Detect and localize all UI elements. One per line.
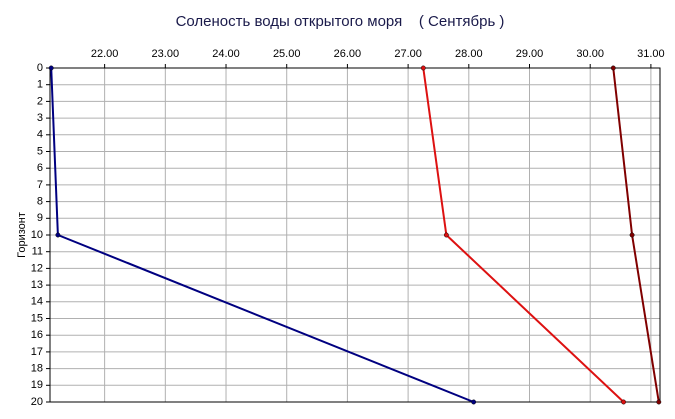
y-tick-label: 14 <box>31 296 43 308</box>
y-tick-label: 12 <box>31 262 43 274</box>
y-tick-label: 4 <box>37 129 43 141</box>
data-point <box>621 399 627 405</box>
y-tick-label: 19 <box>31 379 43 391</box>
y-tick-label: 16 <box>31 329 43 341</box>
x-tick-label: 30.00 <box>576 48 604 60</box>
y-tick-label: 6 <box>37 162 43 174</box>
data-point <box>443 232 449 238</box>
y-tick-label: 10 <box>31 229 43 241</box>
chart-title: Соленость воды открытого моря ( Сентябрь… <box>176 13 505 30</box>
y-tick-label: 1 <box>37 79 43 91</box>
x-tick-label: 26.00 <box>334 48 362 60</box>
x-tick-label: 31.00 <box>637 48 665 60</box>
y-tick-label: 11 <box>32 246 43 258</box>
y-tick-label: 0 <box>37 62 43 74</box>
x-tick-label: 29.00 <box>516 48 544 60</box>
y-tick-label: 8 <box>37 196 43 208</box>
data-point <box>471 399 477 405</box>
y-tick-label: 2 <box>37 95 43 107</box>
x-tick-label: 23.00 <box>152 48 180 60</box>
y-tick-label: 18 <box>31 363 43 375</box>
y-tick-label: 7 <box>37 179 43 191</box>
y-tick-label: 13 <box>31 279 43 291</box>
data-point <box>48 65 54 71</box>
y-tick-label: 9 <box>37 212 43 224</box>
data-point <box>420 65 426 71</box>
plot-border <box>49 67 661 403</box>
y-tick-label: 3 <box>37 112 43 124</box>
data-point <box>629 232 635 238</box>
x-tick-label: 27.00 <box>394 48 422 60</box>
x-tick-label: 25.00 <box>273 48 301 60</box>
y-tick-label: 15 <box>31 312 43 324</box>
y-tick-label: 5 <box>37 145 43 157</box>
y-tick-label: 17 <box>31 346 43 358</box>
x-tick-label: 24.00 <box>212 48 240 60</box>
y-tick-label: 20 <box>31 396 43 408</box>
y-axis-label: Горизонт <box>16 212 28 258</box>
data-point <box>610 65 616 71</box>
data-point <box>656 399 662 405</box>
x-tick-label: 28.00 <box>455 48 483 60</box>
data-point <box>55 232 61 238</box>
x-tick-label: 22.00 <box>91 48 119 60</box>
